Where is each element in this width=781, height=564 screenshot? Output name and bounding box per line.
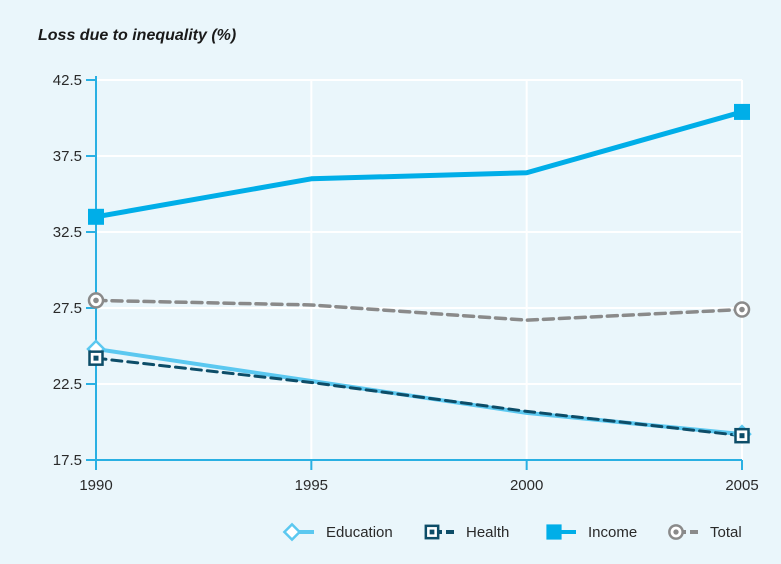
legend-item-education: Education bbox=[282, 522, 393, 542]
y-tick-label: 32.5 bbox=[53, 224, 82, 241]
data-point-health-1990-core bbox=[93, 355, 99, 361]
legend-label-education: Education bbox=[326, 524, 393, 541]
data-point-income-1990 bbox=[88, 208, 104, 225]
data-point-total-1990-core bbox=[93, 297, 99, 304]
legend-label-health: Health bbox=[466, 524, 509, 541]
axes: 17.5 22.5 27.5 32.5 37.5 42.5 1990 1995 2000 2005 bbox=[53, 72, 759, 494]
chart-title: Loss due to inequality (%) bbox=[38, 27, 236, 44]
legend-item-total: Total bbox=[668, 524, 742, 541]
series-line-education bbox=[94, 347, 744, 437]
x-tick-label: 1990 bbox=[79, 477, 112, 494]
legend-marker-income bbox=[546, 524, 562, 540]
x-tick-label: 1995 bbox=[295, 477, 328, 494]
legend-item-income: Income bbox=[546, 524, 637, 541]
legend-label-total: Total bbox=[710, 524, 742, 541]
y-tick-label: 37.5 bbox=[53, 148, 82, 165]
y-tick-label: 42.5 bbox=[53, 72, 82, 89]
series-lines bbox=[93, 109, 745, 438]
y-tick-label: 27.5 bbox=[53, 300, 82, 317]
series-line-total bbox=[94, 298, 744, 322]
legend-marker-total-core bbox=[673, 529, 679, 535]
series-markers bbox=[86, 103, 752, 444]
legend: Education Health Income Total bbox=[282, 522, 742, 542]
x-tick-label: 2005 bbox=[725, 477, 758, 494]
gridlines bbox=[86, 79, 743, 461]
data-point-total-2005-core bbox=[739, 306, 745, 313]
legend-marker-health-core bbox=[429, 529, 435, 535]
legend-marker-education bbox=[282, 522, 302, 542]
data-point-income-2005 bbox=[734, 103, 750, 120]
data-point-health-2005-core bbox=[739, 433, 745, 439]
series-line-health bbox=[94, 356, 744, 438]
x-tick-label: 2000 bbox=[510, 477, 543, 494]
legend-label-income: Income bbox=[588, 524, 637, 541]
legend-item-health: Health bbox=[424, 524, 509, 541]
y-tick-label: 17.5 bbox=[53, 452, 82, 469]
series-line-income bbox=[93, 109, 745, 220]
y-tick-label: 22.5 bbox=[53, 376, 82, 393]
